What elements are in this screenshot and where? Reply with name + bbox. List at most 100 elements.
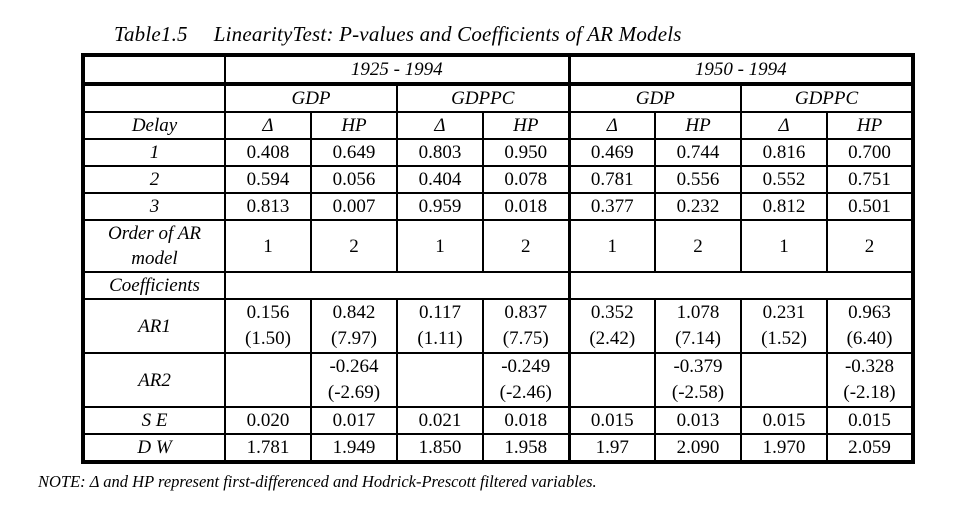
row-label: 2 <box>82 165 226 194</box>
data-cell: 1.970 <box>740 433 829 463</box>
data-cell: 1.850 <box>396 433 484 463</box>
coefficient-value: 0.837 <box>504 302 548 323</box>
table-row-ar1: AR1 0.156 (1.50) 0.842 (7.97) 0.117 (1.1… <box>82 298 915 354</box>
table-caption: LinearityTest: P-values and Coefficients… <box>213 22 682 46</box>
coefficient-value: 0.117 <box>418 302 462 323</box>
filter-header-row: Delay Δ HP Δ HP Δ HP Δ HP <box>82 111 915 140</box>
coefficient-value: 0.963 <box>848 302 891 323</box>
t-statistic: (-2.69) <box>327 382 381 403</box>
coefficient-value: -0.328 <box>844 356 895 377</box>
data-cell: 0.950 <box>481 138 571 167</box>
filter-header-delta: Δ <box>567 111 657 140</box>
data-cell: 0.803 <box>396 138 484 167</box>
data-cell: 0.007 <box>310 192 398 221</box>
t-statistic: (-2.58) <box>671 382 725 403</box>
variable-header-row: GDP GDPPC GDP GDPPC <box>82 83 915 113</box>
data-cell: 0.594 <box>224 165 312 194</box>
empty-cell <box>396 352 484 408</box>
data-cell: 2 <box>481 219 571 273</box>
row-label: 3 <box>82 192 226 221</box>
t-statistic: (-2.18) <box>843 382 896 403</box>
variable-header: GDPPC <box>395 83 571 113</box>
coefficient-value: 1.078 <box>676 302 720 323</box>
data-cell: 0.232 <box>654 192 743 221</box>
table-title: Table1.5 LinearityTest: P-values and Coe… <box>114 22 682 47</box>
data-cell: 0.013 <box>654 406 743 435</box>
data-cell: 0.015 <box>826 406 915 435</box>
empty-cell <box>567 271 915 300</box>
data-cell: 1 <box>567 219 657 273</box>
data-cell: 0.744 <box>654 138 743 167</box>
data-cell: 0.018 <box>481 192 571 221</box>
data-cell: 0.404 <box>396 165 484 194</box>
data-cell: 0.015 <box>567 406 657 435</box>
data-cell: -0.379 (-2.58) <box>654 352 743 408</box>
data-cell: 0.556 <box>654 165 743 194</box>
linearity-test-table: 1925 - 1994 1950 - 1994 GDP GDPPC GDP GD… <box>81 53 916 464</box>
table-row-se: S E 0.020 0.017 0.021 0.018 0.015 0.013 … <box>82 406 915 435</box>
data-cell: 2.059 <box>826 433 915 463</box>
row-label: D W <box>82 433 226 463</box>
table-number: Table1.5 <box>114 22 188 46</box>
filter-header-delta: Δ <box>224 111 312 140</box>
data-cell: -0.249 (-2.46) <box>481 352 571 408</box>
period-header: 1950 - 1994 <box>567 54 915 86</box>
filter-header-hp: HP <box>310 111 398 140</box>
data-cell: 1.078 (7.14) <box>654 298 743 354</box>
filter-header-hp: HP <box>654 111 743 140</box>
empty-corner-cell <box>82 54 226 86</box>
data-cell: 0.231 (1.52) <box>740 298 829 354</box>
coefficient-value: 0.156 <box>246 302 290 323</box>
row-label: AR1 <box>82 298 226 354</box>
row-label: AR2 <box>82 352 226 408</box>
delay-header: Delay <box>82 111 226 140</box>
variable-header: GDP <box>567 83 743 113</box>
data-cell: 0.842 (7.97) <box>310 298 398 354</box>
t-statistic: (1.50) <box>245 328 291 349</box>
data-cell: 0.837 (7.75) <box>481 298 571 354</box>
t-statistic: (1.11) <box>417 328 463 349</box>
table-row-dw: D W 1.781 1.949 1.850 1.958 1.97 2.090 1… <box>82 433 915 463</box>
data-cell: 0.812 <box>740 192 829 221</box>
table-row-delay2: 2 0.594 0.056 0.404 0.078 0.781 0.556 0.… <box>82 165 915 194</box>
t-statistic: (6.40) <box>846 328 893 349</box>
coefficient-value: -0.379 <box>673 356 723 377</box>
data-cell: 0.469 <box>567 138 657 167</box>
table-row-order: Order of AR model 1 2 1 2 1 2 1 2 <box>82 219 915 273</box>
filter-header-hp: HP <box>826 111 915 140</box>
data-cell: 0.021 <box>396 406 484 435</box>
t-statistic: (1.52) <box>761 328 807 349</box>
t-statistic: (7.14) <box>675 328 721 349</box>
data-cell: 0.078 <box>481 165 571 194</box>
empty-corner-cell <box>82 83 226 113</box>
table-row-ar2: AR2 -0.264 (-2.69) -0.249 (-2.46) -0.379… <box>82 352 915 408</box>
coefficient-value: 0.842 <box>332 302 376 323</box>
empty-cell <box>224 352 312 408</box>
data-cell: 0.501 <box>826 192 915 221</box>
t-statistic: (7.75) <box>502 328 549 349</box>
data-cell: 0.649 <box>310 138 398 167</box>
data-cell: 0.015 <box>740 406 829 435</box>
data-cell: 1.97 <box>567 433 657 463</box>
data-cell: 0.552 <box>740 165 829 194</box>
data-cell: 0.408 <box>224 138 312 167</box>
data-cell: 1.781 <box>224 433 312 463</box>
data-cell: 1 <box>740 219 829 273</box>
coefficient-value: -0.249 <box>501 356 551 377</box>
data-cell: 0.377 <box>567 192 657 221</box>
results-table-container: 1925 - 1994 1950 - 1994 GDP GDPPC GDP GD… <box>81 53 916 464</box>
data-cell: 0.816 <box>740 138 829 167</box>
t-statistic: (7.97) <box>331 328 377 349</box>
row-label: S E <box>82 406 226 435</box>
data-cell: 2 <box>654 219 743 273</box>
empty-cell <box>223 271 571 300</box>
period-header: 1925 - 1994 <box>223 54 571 86</box>
data-cell: 0.352 (2.42) <box>567 298 657 354</box>
data-cell: 0.963 (6.40) <box>826 298 915 354</box>
data-cell: 0.751 <box>826 165 915 194</box>
t-statistic: (2.42) <box>589 328 636 349</box>
period-header-row: 1925 - 1994 1950 - 1994 <box>82 54 915 86</box>
data-cell: 2 <box>826 219 915 273</box>
filter-header-delta: Δ <box>740 111 829 140</box>
